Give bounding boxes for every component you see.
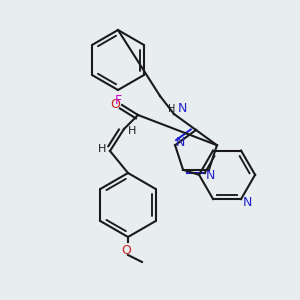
Text: N: N	[176, 136, 185, 149]
Text: H: H	[128, 126, 136, 136]
Text: N: N	[242, 196, 252, 208]
Text: F: F	[114, 94, 122, 106]
Text: H: H	[168, 104, 176, 114]
Text: O: O	[121, 244, 131, 256]
Text: H: H	[98, 144, 106, 154]
Text: N: N	[177, 103, 187, 116]
Text: O: O	[110, 98, 120, 110]
Text: N: N	[206, 169, 216, 182]
